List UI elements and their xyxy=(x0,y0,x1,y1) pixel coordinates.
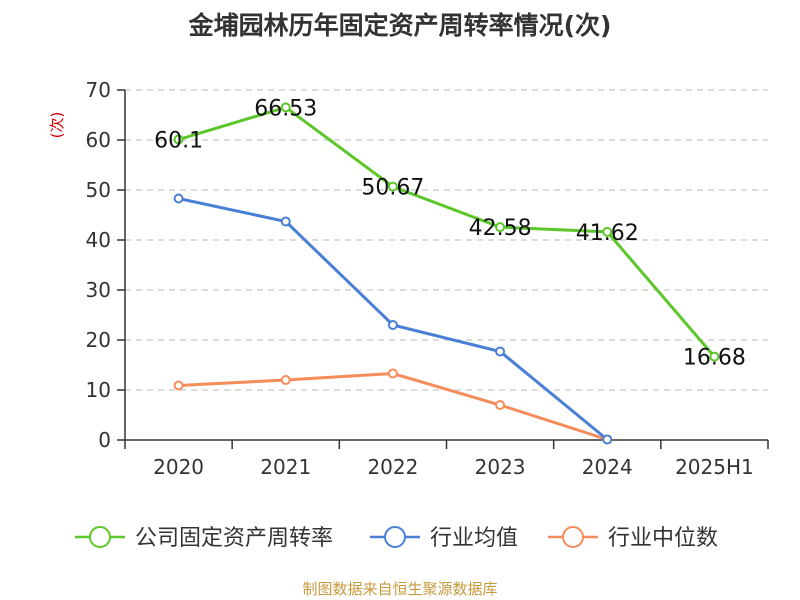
data-label: 66.53 xyxy=(254,96,317,121)
legend-swatch-marker xyxy=(562,526,584,548)
x-tick-label: 2025H1 xyxy=(675,455,754,479)
grid-lines xyxy=(125,89,768,391)
data-labels: 60.1 66.53 50.67 42.58 41.62 16.68 xyxy=(154,96,746,370)
data-point xyxy=(602,226,613,237)
y-tick-label: 0 xyxy=(98,428,111,452)
legend-swatch-marker xyxy=(89,526,111,548)
data-label: 60.1 xyxy=(154,129,203,154)
y-tick-label: 60 xyxy=(86,128,111,152)
legend-label: 行业均值 xyxy=(430,526,518,551)
y-tick-label: 40 xyxy=(86,228,111,252)
data-point xyxy=(709,351,720,362)
legend-label: 公司固定资产周转率 xyxy=(135,526,333,551)
x-tick-label: 2024 xyxy=(582,455,633,479)
data-point xyxy=(173,193,184,204)
source-note: 制图数据来自恒生聚源数据库 xyxy=(302,580,498,598)
data-point xyxy=(280,102,291,113)
y-tick-label: 20 xyxy=(86,328,111,352)
legend-label: 行业中位数 xyxy=(608,526,718,551)
data-point xyxy=(495,222,506,233)
y-tick-label: 30 xyxy=(86,278,111,302)
chart-title: 金埔园林历年固定资产周转率情况(次) xyxy=(188,11,612,40)
series-group xyxy=(173,102,720,445)
series-line xyxy=(178,105,716,358)
legend-swatch-marker xyxy=(384,526,406,548)
legend-item[interactable]: 行业均值 xyxy=(370,526,518,551)
data-label: 41.62 xyxy=(576,221,639,246)
y-tick-label: 50 xyxy=(86,178,111,202)
x-tick-label: 2022 xyxy=(367,455,418,479)
data-point xyxy=(387,320,398,330)
axes: 0 10 20 30 40 50 60 70 (次) 2020 2021 2022 2023 2024 20… xyxy=(48,78,769,479)
data-point xyxy=(602,434,613,445)
data-point xyxy=(387,368,398,379)
data-point xyxy=(495,400,506,410)
data-point xyxy=(280,375,291,385)
data-point xyxy=(173,134,184,145)
legend[interactable]: 公司固定资产周转率 行业均值 行业中位数 xyxy=(75,526,718,551)
data-label: 16.68 xyxy=(683,346,746,371)
data-label: 42.58 xyxy=(469,216,532,241)
data-point xyxy=(173,380,184,391)
x-tick-label: 2021 xyxy=(260,455,311,479)
legend-item[interactable]: 公司固定资产周转率 xyxy=(75,526,333,551)
x-tick-label: 2023 xyxy=(475,455,526,479)
data-point xyxy=(280,216,291,227)
data-label: 50.67 xyxy=(361,176,424,201)
y-axis-label: (次) xyxy=(48,112,66,139)
x-tick-label: 2020 xyxy=(153,455,204,479)
data-point xyxy=(495,346,506,357)
series-line xyxy=(178,197,609,441)
series-line xyxy=(178,371,608,441)
data-point xyxy=(387,181,398,192)
y-tick-label: 10 xyxy=(86,378,111,402)
legend-item[interactable]: 行业中位数 xyxy=(548,526,718,551)
y-tick-label: 70 xyxy=(86,78,111,102)
